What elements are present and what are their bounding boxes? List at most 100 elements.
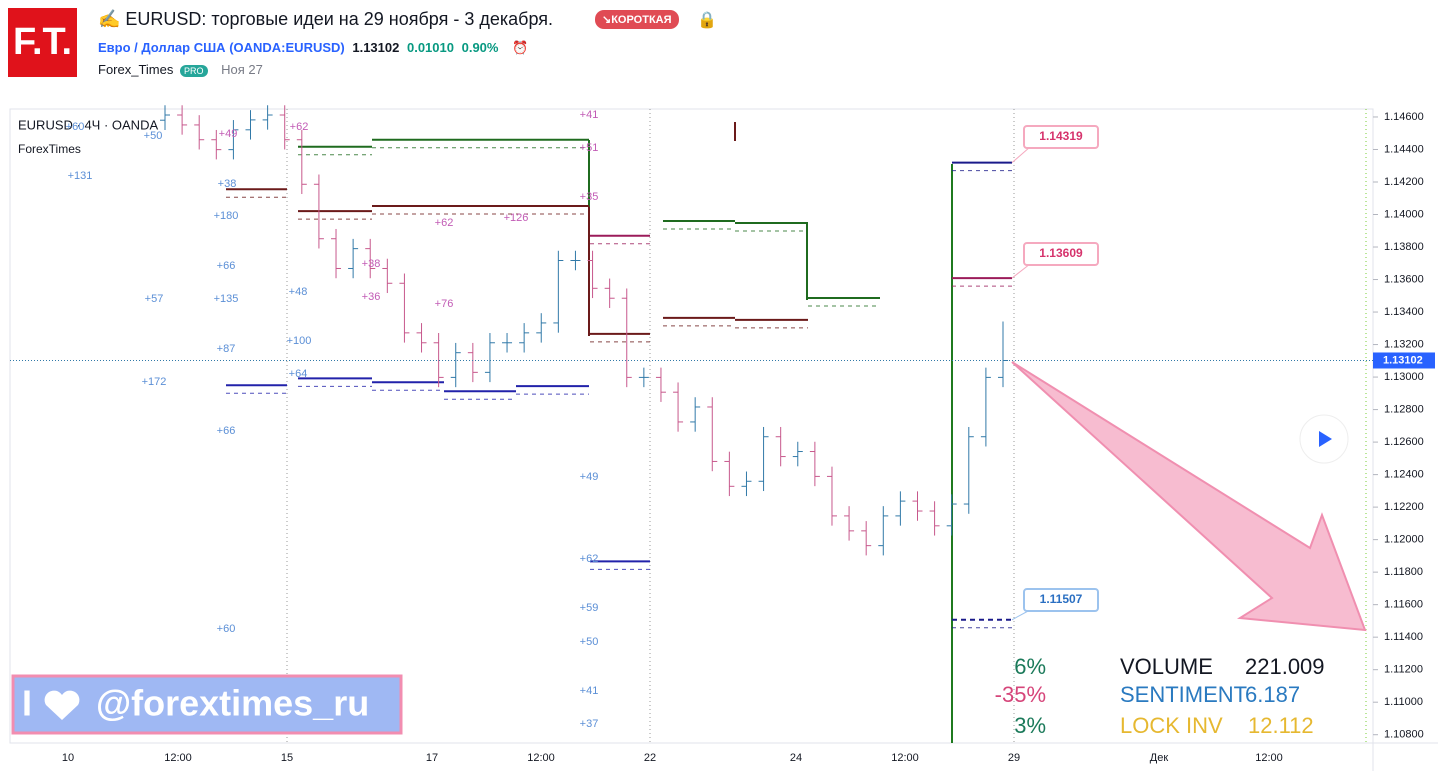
- y-tick-label: 1.12200: [1384, 501, 1424, 513]
- callout-line: [1011, 146, 1031, 164]
- annotation: +36: [362, 291, 381, 303]
- annotation: +59: [580, 602, 599, 614]
- instrument[interactable]: Евро / Доллар США: [98, 40, 226, 55]
- x-tick-label: 10: [62, 752, 74, 764]
- annotation: +35: [580, 191, 599, 203]
- annotation: +50: [144, 130, 163, 142]
- badge-text: КОРОТКАЯ: [611, 14, 672, 26]
- annotation: +60: [66, 121, 85, 133]
- y-tick-label: 1.13200: [1384, 338, 1424, 350]
- stat-value: 221.009: [1245, 654, 1325, 679]
- y-tick-label: 1.13000: [1384, 371, 1424, 383]
- annotation: +66: [217, 425, 236, 437]
- y-tick-label: 1.11000: [1384, 696, 1423, 708]
- x-tick-label: 17: [426, 752, 438, 764]
- stat-pct: -35%: [995, 682, 1046, 707]
- symbol[interactable]: (OANDA:EURUSD): [229, 40, 345, 55]
- price: 1.13102: [352, 40, 400, 55]
- annotation: +49: [580, 471, 599, 483]
- annotation: +62: [290, 121, 309, 133]
- alarm-icon[interactable]: ⏰: [512, 40, 529, 55]
- x-tick-label: 29: [1008, 752, 1020, 764]
- stat-value: 6.187: [1245, 682, 1300, 707]
- annotation: +50: [580, 636, 599, 648]
- x-tick-label: 12:00: [891, 752, 919, 764]
- x-tick-label: 12:00: [164, 752, 192, 764]
- price-callout: [1023, 242, 1099, 266]
- x-tick-label: 22: [644, 752, 656, 764]
- y-tick-label: 1.13600: [1384, 273, 1424, 285]
- stat-name: VOLUME: [1120, 654, 1213, 679]
- stat-value: 12.112: [1248, 713, 1314, 738]
- annotation: +100: [287, 335, 312, 347]
- y-tick-label: 1.12400: [1384, 469, 1424, 481]
- price-callout-text: 1.14319: [1039, 129, 1083, 143]
- price-callout-text: 1.11507: [1040, 592, 1083, 606]
- plot-frame: [9, 108, 1374, 744]
- stat-name: SENTIMENT: [1120, 682, 1247, 707]
- annotation: +64: [289, 368, 308, 380]
- annotation: +172: [142, 376, 167, 388]
- x-tick-label: 24: [790, 752, 802, 764]
- annotation: +57: [145, 293, 164, 305]
- date: Ноя 27: [221, 62, 263, 77]
- session-lines: [286, 109, 1367, 743]
- last-price-tag: [1373, 352, 1435, 369]
- annotation: +135: [214, 293, 239, 305]
- annotation: +76: [435, 298, 454, 310]
- annotation: +60: [217, 623, 236, 635]
- y-tick-label: 1.11400: [1384, 631, 1423, 643]
- source: ForexTimes: [18, 142, 81, 156]
- title-text: EURUSD: торговые идеи на 29 ноября - 3 д…: [125, 9, 554, 29]
- annotation: +131: [68, 170, 93, 182]
- price-callout: [1023, 588, 1099, 612]
- quote-line: Евро / Доллар США (OANDA:EURUSD) 1.13102…: [98, 40, 528, 56]
- y-tick-label: 1.13400: [1384, 306, 1424, 318]
- heart-icon: [44, 690, 80, 720]
- annotation: +62: [435, 217, 454, 229]
- y-tick-label: 1.13800: [1384, 241, 1424, 253]
- arrow-icon: ↘: [602, 14, 612, 26]
- change: 0.01010: [406, 40, 454, 55]
- author[interactable]: Forex_Times: [98, 62, 174, 77]
- y-tick-label: 1.11800: [1384, 566, 1423, 578]
- y-tick-label: 1.14600: [1384, 111, 1424, 123]
- annotation: +126: [504, 212, 529, 224]
- watermark: @forextimes_ru: [96, 683, 369, 724]
- y-tick-label: 1.14200: [1384, 176, 1424, 188]
- annotation: +38: [218, 178, 237, 190]
- play-icon: [1319, 431, 1332, 447]
- y-tick-label: 1.10800: [1384, 729, 1424, 741]
- callout-line: [1011, 263, 1031, 279]
- badge[interactable]: ↘КОРОТКАЯ: [595, 10, 679, 29]
- title: ✍ EURUSD: торговые идеи на 29 ноября - 3…: [98, 9, 553, 30]
- annotation: +66: [217, 260, 236, 272]
- stat-name: LOCK INV: [1120, 713, 1223, 738]
- stat-pct: 3%: [1014, 713, 1046, 738]
- annotation: +48: [289, 286, 308, 298]
- header: F.T. ✍ EURUSD: торговые идеи на 29 ноябр…: [0, 0, 1438, 100]
- y-tick-label: 1.12800: [1384, 403, 1424, 415]
- logo: F.T.: [8, 8, 77, 77]
- stat-pct: 6%: [1014, 654, 1046, 679]
- watermark-prefix: I: [22, 683, 32, 724]
- author-line: Forex_Times PRO Ноя 27: [98, 62, 263, 77]
- annotation: +38: [362, 258, 381, 270]
- x-tick-label: 12:00: [527, 752, 555, 764]
- last-price-label: 1.13102: [1383, 354, 1423, 366]
- annotation: +51: [580, 142, 599, 154]
- annotation: +62: [580, 553, 599, 565]
- legend: EURUSD · 4Ч · OANDA: [18, 117, 158, 132]
- price-callout: [1023, 125, 1099, 149]
- y-tick-label: 1.11200: [1384, 664, 1423, 676]
- annotation: +41: [580, 109, 599, 121]
- x-tick-label: 12:00: [1255, 752, 1283, 764]
- price-callout-text: 1.13609: [1039, 246, 1083, 260]
- annotation: +87: [217, 343, 236, 355]
- y-tick-label: 1.11600: [1384, 599, 1423, 611]
- pro-badge: PRO: [180, 65, 208, 77]
- pencil-icon: ✍: [98, 9, 126, 29]
- change-pct: 0.90%: [461, 40, 499, 55]
- annotation: +37: [580, 718, 599, 730]
